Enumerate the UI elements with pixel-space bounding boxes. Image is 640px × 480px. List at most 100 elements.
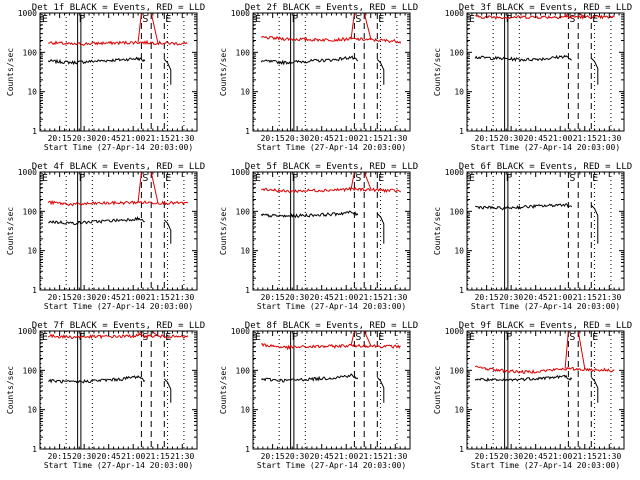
y-tick-label: 1000	[18, 9, 37, 18]
x-tick-label: 21:00	[548, 134, 572, 143]
time-marker-label: E	[592, 173, 598, 184]
lld-series-line	[261, 35, 401, 44]
time-marker-label: E	[469, 173, 475, 184]
time-marker-label: S	[569, 332, 575, 343]
x-tick-label: 21:00	[121, 134, 145, 143]
events-series-line	[48, 216, 145, 226]
time-marker-label: S	[569, 173, 575, 184]
x-tick-label: 21:00	[334, 452, 358, 461]
x-tick-label: 20:15	[261, 293, 285, 302]
x-tick-label: 20:30	[499, 293, 523, 302]
time-marker-label: E	[469, 332, 475, 343]
x-tick-label: 21:30	[597, 293, 621, 302]
x-tick-label: 20:15	[261, 452, 285, 461]
x-tick-label: 21:15	[146, 293, 170, 302]
events-series-line	[590, 377, 599, 403]
time-marker-label: E	[255, 14, 261, 25]
y-tick-label: 100	[236, 207, 251, 216]
x-tick-label: 20:45	[524, 293, 548, 302]
time-marker-label: F	[79, 173, 85, 184]
y-tick-label: 10	[240, 406, 250, 415]
time-marker-label: F	[506, 173, 512, 184]
y-tick-label: 1	[459, 127, 464, 136]
events-series-line	[376, 59, 385, 85]
y-tick-label: 100	[23, 207, 38, 216]
y-axis-label: Counts/sec	[219, 207, 228, 255]
y-tick-label: 10	[454, 406, 464, 415]
x-tick-label: 20:30	[72, 452, 96, 461]
x-tick-label: 20:45	[524, 452, 548, 461]
x-axis-label: Start Time (27-Apr-14 20:03:00)	[257, 302, 406, 311]
x-tick-label: 20:15	[48, 452, 72, 461]
y-axis-label: Counts/sec	[219, 366, 228, 414]
time-marker-label: S	[355, 14, 361, 25]
lld-series-line	[47, 333, 188, 340]
time-marker-label: S	[142, 173, 148, 184]
events-series-line	[48, 375, 146, 384]
x-axis-label: Start Time (27-Apr-14 20:03:00)	[44, 302, 193, 311]
time-marker-label: E	[255, 332, 261, 343]
y-tick-label: 1000	[18, 327, 37, 336]
time-marker-label: F	[79, 14, 85, 25]
x-tick-label: 21:30	[597, 452, 621, 461]
events-series-line	[590, 57, 599, 85]
x-tick-label: 20:30	[285, 134, 309, 143]
x-tick-label: 21:00	[548, 293, 572, 302]
x-tick-label: 20:45	[310, 134, 334, 143]
x-tick-label: 21:15	[146, 452, 170, 461]
y-tick-label: 1000	[445, 168, 464, 177]
x-axis-label: Start Time (27-Apr-14 20:03:00)	[44, 461, 193, 470]
lld-series-line	[261, 343, 401, 351]
panel-title: Det 4f BLACK = Events, RED = LLD	[32, 162, 205, 172]
events-series-line	[47, 56, 146, 66]
lld-series-line	[261, 186, 401, 194]
time-marker-label: E	[378, 332, 384, 343]
x-tick-label: 21:00	[334, 134, 358, 143]
x-tick-label: 21:00	[334, 293, 358, 302]
events-series-line	[163, 219, 172, 244]
time-marker-label: F	[292, 332, 298, 343]
x-tick-label: 21:15	[573, 134, 597, 143]
x-tick-label: 21:00	[121, 452, 145, 461]
y-tick-label: 1000	[18, 168, 37, 177]
panel-title: Det 7f BLACK = Events, RED = LLD	[32, 321, 205, 331]
y-tick-label: 1000	[231, 168, 250, 177]
y-tick-label: 1	[245, 286, 250, 295]
events-series-line	[163, 378, 172, 403]
y-axis-label: Counts/sec	[433, 48, 442, 96]
y-tick-label: 10	[454, 247, 464, 256]
x-tick-label: 20:45	[97, 293, 121, 302]
x-tick-label: 21:15	[573, 293, 597, 302]
panel-title: Det 3f BLACK = Events, RED = LLD	[459, 3, 632, 13]
y-tick-label: 1	[32, 445, 37, 454]
x-tick-label: 20:45	[524, 134, 548, 143]
y-tick-label: 1000	[445, 327, 464, 336]
x-tick-label: 21:30	[170, 452, 194, 461]
x-tick-label: 21:00	[548, 452, 572, 461]
panel-title: Det 6f BLACK = Events, RED = LLD	[459, 162, 632, 172]
y-tick-label: 1	[245, 127, 250, 136]
events-series-line	[163, 59, 172, 85]
y-axis-label: Counts/sec	[6, 366, 15, 414]
y-tick-label: 100	[236, 48, 251, 57]
y-tick-label: 100	[450, 207, 465, 216]
time-marker-label: E	[165, 14, 171, 25]
x-tick-label: 20:30	[72, 134, 96, 143]
events-series-line	[475, 203, 573, 211]
x-tick-label: 21:15	[573, 452, 597, 461]
lld-series-line	[47, 199, 188, 207]
time-marker-label: E	[592, 14, 598, 25]
events-series-line	[590, 204, 599, 244]
x-tick-label: 21:15	[146, 134, 170, 143]
time-marker-label: F	[79, 332, 85, 343]
x-tick-label: 20:15	[261, 134, 285, 143]
x-tick-label: 21:30	[597, 134, 621, 143]
time-marker-label: S	[142, 14, 148, 25]
x-tick-label: 21:30	[383, 134, 407, 143]
